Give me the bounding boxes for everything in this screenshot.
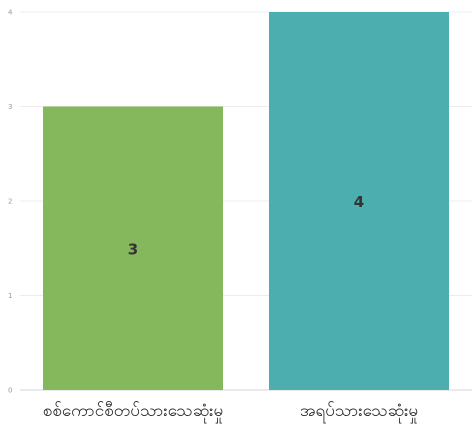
y-tick-label-1: 1: [8, 292, 12, 300]
y-tick-label-2: 2: [8, 198, 12, 206]
data-labels: 34: [128, 193, 364, 258]
y-tick-label-4: 4: [8, 9, 13, 17]
bars: [43, 12, 449, 390]
data-label-2: 4: [354, 193, 364, 211]
y-axis: 0 1 2 3 4: [8, 9, 13, 395]
bar-2: [269, 12, 449, 390]
y-tick-label-3: 3: [8, 103, 12, 111]
category-label-1: စစ်ကောင်စီတပ်သားသေဆုံးမှု: [43, 401, 223, 424]
x-axis: စစ်ကောင်စီတပ်သားသေဆုံးမှု အရပ်သားသေဆုံးမှ…: [43, 401, 418, 424]
category-label-2: အရပ်သားသေဆုံးမှု: [300, 401, 418, 424]
data-label-1: 3: [128, 240, 138, 258]
bar-1: [43, 106, 223, 390]
y-tick-label-0: 0: [8, 387, 12, 395]
